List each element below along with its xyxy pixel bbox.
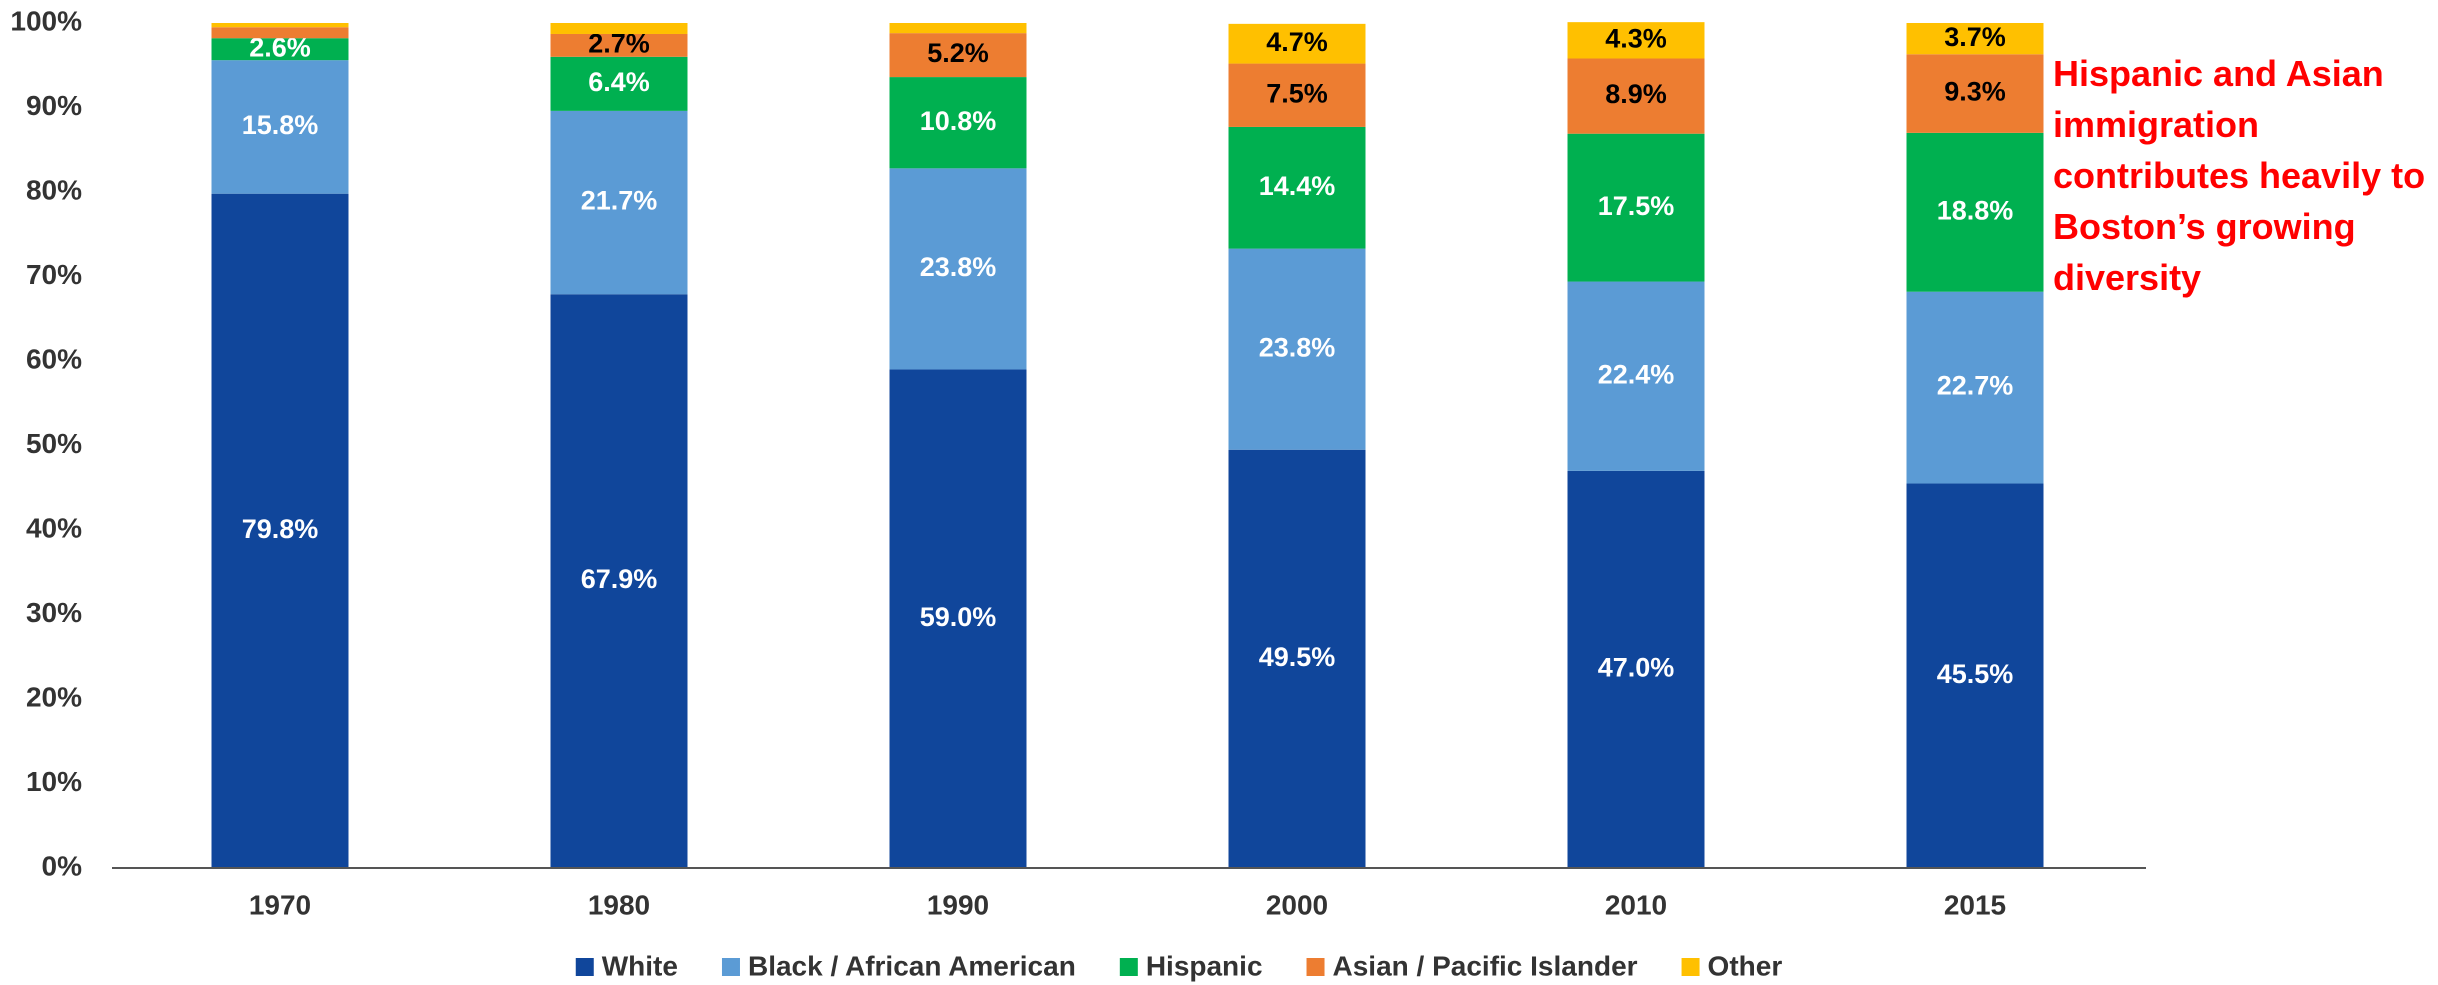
legend-label: Asian / Pacific Islander: [1333, 950, 1638, 981]
bar-segment: [1228, 23, 1366, 64]
x-tick-label: 1970: [249, 889, 311, 920]
value-label: 5.2%: [927, 38, 989, 68]
value-label: 4.3%: [1605, 23, 1667, 53]
value-label: 45.5%: [1937, 659, 2014, 689]
value-label: 6.4%: [588, 67, 650, 97]
x-tick-label: 2000: [1266, 889, 1328, 920]
y-tick-label: 10%: [26, 766, 82, 797]
bar-segment: [889, 168, 1027, 370]
value-label: 21.7%: [581, 186, 658, 216]
value-label: 47.0%: [1598, 653, 1675, 683]
value-label: 59.0%: [920, 602, 997, 632]
bar-segment: [211, 27, 349, 39]
y-tick-label: 70%: [26, 259, 82, 290]
y-tick-label: 0%: [42, 850, 83, 881]
y-tick-label: 20%: [26, 681, 82, 712]
value-label: 67.9%: [581, 564, 658, 594]
bar-segment: [211, 23, 349, 28]
y-tick-label: 60%: [26, 343, 82, 374]
bar-segment: [211, 38, 349, 61]
legend-swatch: [1306, 958, 1325, 976]
bar-segment: [550, 294, 688, 868]
bar-segment: [1567, 470, 1705, 868]
y-tick-label: 80%: [26, 174, 82, 205]
y-tick-label: 100%: [10, 5, 82, 36]
value-label: 18.8%: [1937, 195, 2014, 225]
legend-swatch: [1119, 958, 1138, 976]
bar-segment: [550, 56, 688, 111]
value-label: 17.5%: [1598, 191, 1675, 221]
legend-swatch: [575, 958, 594, 976]
value-label: 4.7%: [1266, 27, 1328, 57]
x-tick-label: 2010: [1605, 889, 1667, 920]
bar-segment: [211, 60, 349, 194]
bar-segment: [211, 193, 349, 868]
value-label: 49.5%: [1259, 642, 1336, 672]
bar-segment: [889, 369, 1027, 868]
annotation: Hispanic and Asian immigration contribut…: [2053, 53, 2426, 298]
value-label: 79.8%: [242, 514, 319, 544]
bar-segment: [1906, 23, 2044, 55]
bar-segment: [1906, 54, 2044, 133]
value-label: 15.8%: [242, 110, 319, 140]
x-tick-label: 1980: [588, 889, 650, 920]
legend-label: Other: [1708, 950, 1783, 981]
y-tick-label: 30%: [26, 597, 82, 628]
bar-segment: [1567, 133, 1705, 282]
y-tick-label: 40%: [26, 512, 82, 543]
bar-segment: [1567, 281, 1705, 471]
value-label: 23.8%: [1259, 332, 1336, 362]
value-label: 7.5%: [1266, 78, 1328, 108]
legend-swatch: [721, 958, 740, 976]
bar-segment: [1906, 291, 2044, 484]
bar-segment: [1228, 248, 1366, 450]
legend-label: Hispanic: [1146, 950, 1263, 981]
value-label: 22.7%: [1937, 371, 2014, 401]
bar-segment: [1567, 22, 1705, 59]
bar-segment: [1228, 449, 1366, 868]
bar-segment: [889, 33, 1027, 78]
value-label: 23.8%: [920, 252, 997, 282]
bar-segment: [550, 23, 688, 34]
legend-label: White: [602, 950, 678, 981]
bar-segment: [550, 33, 688, 57]
bar-segment: [550, 110, 688, 295]
bar-segment: [1906, 132, 2044, 292]
bar-segment: [889, 77, 1027, 169]
x-tick-label: 2015: [1944, 889, 2006, 920]
value-label: 9.3%: [1944, 77, 2006, 107]
y-tick-label: 90%: [26, 90, 82, 121]
value-label: 8.9%: [1605, 79, 1667, 109]
bar-segment: [1228, 63, 1366, 127]
bar-segment: [1906, 483, 2044, 868]
bar-segment: [889, 23, 1027, 34]
value-label: 3.7%: [1944, 22, 2006, 52]
legend-label: Black / African American: [748, 950, 1076, 981]
value-label: 22.4%: [1598, 359, 1675, 389]
x-tick-label: 1990: [927, 889, 989, 920]
bar-segment: [1567, 58, 1705, 134]
bar-segment: [1228, 126, 1366, 249]
legend-swatch: [1681, 958, 1700, 976]
value-label: 10.8%: [920, 106, 997, 136]
value-label: 14.4%: [1259, 171, 1336, 201]
y-tick-label: 50%: [26, 428, 82, 459]
